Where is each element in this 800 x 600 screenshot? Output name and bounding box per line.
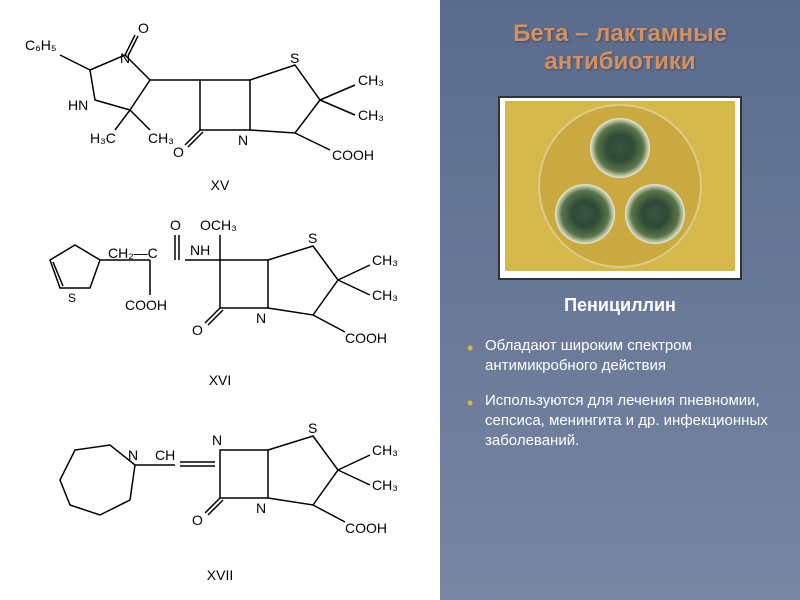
- label-ch3a-xvi: CH₃: [372, 252, 398, 268]
- slide-title: Бета – лактамные антибиотики: [440, 0, 800, 86]
- label-cooh-xvii: COOH: [345, 520, 387, 536]
- label-cooh: COOH: [332, 147, 374, 163]
- penicillium-colony-3: [625, 184, 685, 244]
- label-n-xvi: N: [256, 310, 266, 326]
- petri-dish: [538, 104, 702, 268]
- label-ch3b-xvii: CH₃: [372, 477, 398, 493]
- petri-image-frame: [498, 96, 742, 280]
- label-s: S: [290, 50, 299, 66]
- label-och3: OCH₃: [200, 217, 237, 233]
- label-n3-xvii: N: [256, 500, 266, 516]
- label-o2-xvi: O: [192, 322, 203, 338]
- label-ch2c: CH₂—C: [108, 245, 158, 261]
- chem-structure-xvii: N CH N O N S CH₃ CH₃ COOH XVII: [20, 410, 420, 583]
- label-n1-xvii: N: [128, 447, 138, 463]
- label-s-xvii: S: [308, 420, 317, 436]
- label-hn: HN: [68, 97, 88, 113]
- petri-image: [505, 101, 735, 271]
- bullet-2: Используются для лечения пневномии, сепс…: [465, 391, 775, 452]
- roman-xvii: XVII: [20, 567, 420, 583]
- label-ch3b: CH₃: [148, 130, 174, 146]
- label-cooh1-xvi: COOH: [125, 297, 167, 313]
- label-ch3d: CH₃: [358, 107, 384, 123]
- label-ch-xvii: CH: [155, 447, 175, 463]
- label-ch3b-xvi: CH₃: [372, 287, 398, 303]
- right-info-panel: Бета – лактамные антибиотики Пенициллин …: [440, 0, 800, 600]
- roman-xvi: XVI: [20, 372, 420, 388]
- penicillium-colony-2: [555, 184, 615, 244]
- label-nh-xvi: NH: [190, 242, 210, 258]
- label-h3c: H₃C: [90, 130, 116, 146]
- chem-structure-xv: C₆H₅ HN O H₃C CH₃ N O N S CH₃ CH₃ COOH X…: [20, 15, 420, 193]
- label-c6h5: C₆H₅: [25, 37, 57, 53]
- sub-label: Пенициллин: [440, 295, 800, 316]
- label-n2-xvii: N: [212, 432, 222, 448]
- roman-xv: XV: [20, 177, 420, 193]
- label-o2: O: [173, 144, 184, 160]
- label-n1: N: [120, 50, 130, 66]
- chem-structure-xvi: S CH₂—C O COOH NH OCH₃ O N S CH₃ CH₃ COO…: [20, 210, 420, 388]
- label-o1: O: [138, 20, 149, 36]
- bullet-1: Обладают широким спектром антимикробного…: [465, 336, 775, 377]
- label-o-xvii: O: [192, 512, 203, 528]
- label-s-xvi: S: [308, 230, 317, 246]
- penicillium-colony-1: [590, 118, 650, 178]
- label-ch3c: CH₃: [358, 72, 384, 88]
- svg-text:S: S: [68, 291, 76, 305]
- bullet-list: Обладают широким спектром антимикробного…: [465, 336, 775, 451]
- label-o1-xvi: O: [170, 217, 181, 233]
- left-chemistry-panel: C₆H₅ HN O H₃C CH₃ N O N S CH₃ CH₃ COOH X…: [0, 0, 440, 600]
- label-ch3a-xvii: CH₃: [372, 442, 398, 458]
- label-n2: N: [238, 132, 248, 148]
- label-cooh2-xvi: COOH: [345, 330, 387, 346]
